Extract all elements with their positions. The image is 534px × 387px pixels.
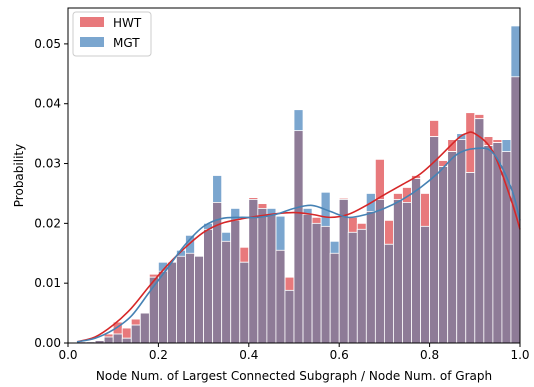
overlap-bar [420,225,430,344]
overlap-bar [239,261,250,344]
x-axis: 0.0 0.2 0.4 0.6 0.8 1.0 [58,343,530,362]
overlap-bar [248,199,259,344]
overlap-bar [194,255,204,344]
overlap-bar [284,289,295,344]
x-tick-label: 0.4 [239,348,258,362]
y-tick-label: 0.01 [34,276,61,290]
overlap-bar [474,118,485,344]
legend-swatch-hwt [80,17,104,27]
overlap-bar [311,222,322,344]
overlap-bar [167,261,177,344]
kde-line-mgt [76,147,521,343]
overlap-bar [329,252,340,344]
overlap-bar [429,136,440,344]
overlap-bar [492,142,503,344]
overlap-bar [374,199,385,344]
overlap-bar [483,145,494,344]
overlap-bar [139,312,150,344]
overlap-bar [501,151,512,344]
overlap-bars [67,76,521,344]
y-tick-label: 0.00 [34,336,61,350]
y-axis-label: Probability [12,144,26,207]
overlap-bar [103,336,114,344]
overlap-bar [347,231,358,344]
overlap-bar [203,228,214,344]
overlap-bar [356,228,367,344]
y-tick-label: 0.05 [34,37,61,51]
overlap-bar [121,337,132,344]
y-tick-label: 0.04 [34,97,61,111]
legend-swatch-mgt [80,37,104,47]
overlap-bar [338,199,349,344]
x-tick-label: 0.0 [58,348,77,362]
overlap-bar [275,249,286,344]
kde-curves [76,131,521,343]
x-tick-label: 0.8 [420,348,439,362]
x-axis-label: Node Num. of Largest Connected Subgraph … [96,369,492,383]
overlap-bar [157,270,168,344]
overlap-bar [112,333,123,344]
y-axis: 0.00 0.01 0.02 0.03 0.04 0.05 [34,37,68,350]
x-tick-label: 0.6 [330,348,349,362]
overlap-bar [130,324,141,344]
overlap-bar [411,178,421,344]
overlap-bar [302,213,313,344]
overlap-bar [185,252,195,344]
legend: HWT MGT [72,11,152,57]
overlap-bar [510,76,521,344]
kde-line-hwt [76,131,521,343]
overlap-bar [383,243,394,344]
overlap-bar [320,225,331,344]
overlap-bar [447,151,458,344]
overlap-bar [365,210,376,344]
legend-label-mgt: MGT [113,36,140,50]
overlap-bar [176,255,186,344]
overlap-bar [465,172,476,344]
overlap-bar [266,213,277,344]
overlap-bar [293,130,304,344]
overlap-bar [438,166,449,344]
y-tick-label: 0.03 [34,157,61,171]
overlap-bar [402,202,412,344]
overlap-bar [393,199,403,344]
x-tick-label: 0.2 [149,348,168,362]
overlap-bar [456,139,467,344]
legend-label-hwt: HWT [113,16,142,30]
y-tick-label: 0.02 [34,216,61,230]
overlap-bar [257,208,268,344]
x-tick-label: 1.0 [510,348,529,362]
overlap-bar [230,219,241,344]
overlap-bar [221,240,232,344]
plot-frame [67,7,521,344]
